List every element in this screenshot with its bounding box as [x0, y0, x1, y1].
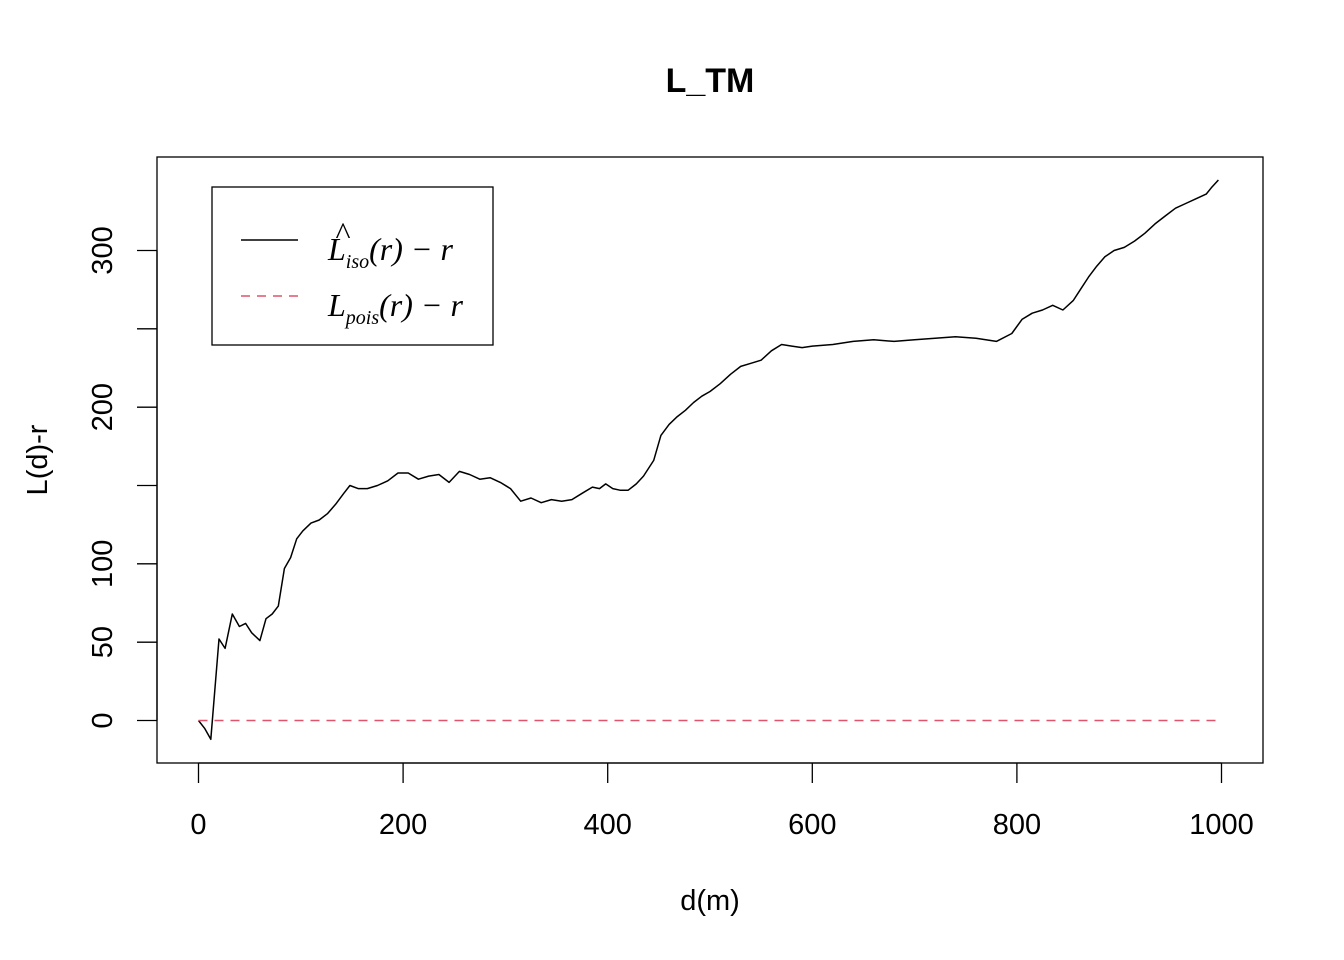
series-line-1 [197, 179, 1219, 741]
chart-title: L_TM [666, 62, 755, 100]
y-tick-label: 50 [87, 626, 119, 658]
x-tick-label: 200 [379, 809, 427, 841]
plot-area [197, 179, 1222, 741]
x-tick-label: 800 [993, 809, 1041, 841]
legend-label-2: Lpois(r) − r [327, 287, 464, 329]
legend-label-1: Liso(r) − r [327, 231, 454, 273]
legend-hat-1: ^ [335, 215, 350, 251]
x-tick-label: 400 [584, 809, 632, 841]
x-tick-label: 1000 [1189, 809, 1254, 841]
x-tick-label: 600 [788, 809, 836, 841]
y-axis-label: L(d)-r [22, 424, 54, 495]
y-axis: 0 50 100 200 300 [87, 226, 158, 729]
y-tick-label: 200 [87, 383, 119, 431]
x-axis: 0 200 400 600 800 1000 [190, 762, 1254, 841]
legend: Liso(r) − r^ Lpois(r) − r [211, 186, 494, 346]
x-axis-label: d(m) [680, 885, 740, 917]
legend-box [211, 186, 494, 346]
y-tick-label: 100 [87, 540, 119, 588]
x-tick-label: 0 [190, 809, 206, 841]
y-tick-label: 300 [87, 226, 119, 274]
y-tick-label: 0 [87, 712, 119, 728]
